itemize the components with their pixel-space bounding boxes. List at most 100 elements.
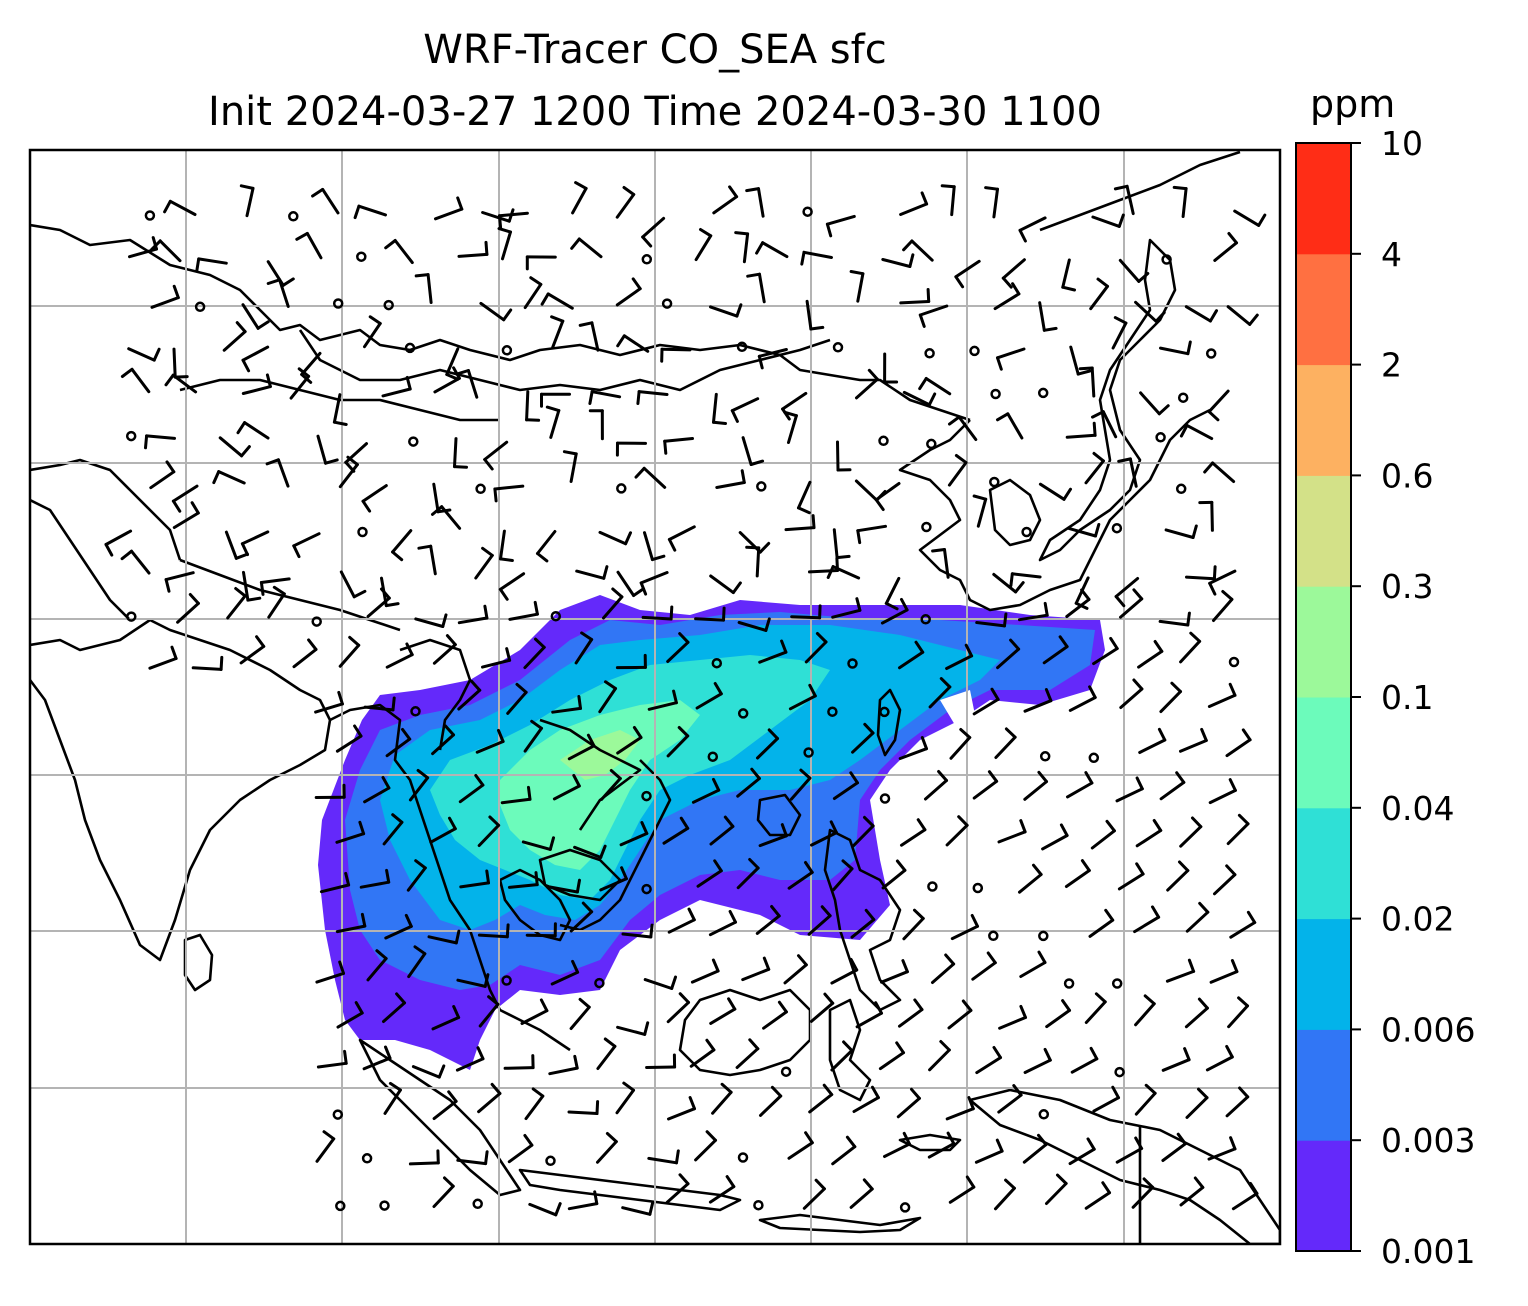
wind-calm-circle — [802, 206, 813, 217]
wind-barb — [520, 998, 549, 1025]
wind-barb — [385, 642, 414, 669]
wind-calm-circle — [616, 483, 627, 494]
wind-barb — [984, 186, 999, 219]
wind-barb — [741, 956, 771, 982]
wind-calm-circle — [1111, 522, 1123, 534]
colorbar-segment — [1296, 697, 1351, 809]
wind-barb — [615, 277, 642, 307]
colorbar-segment — [1296, 1029, 1351, 1141]
coastline-sri-lanka — [183, 933, 214, 992]
wind-barb — [810, 820, 838, 847]
wind-barb — [1023, 770, 1048, 801]
wind-calm-circle — [988, 930, 999, 942]
wind-barb — [314, 690, 344, 714]
wind-barb — [645, 1053, 677, 1069]
wind-barb — [1068, 1137, 1096, 1166]
wind-barb — [104, 529, 133, 557]
wind-barb — [562, 450, 578, 483]
border-west — [30, 498, 131, 621]
wind-barb — [1045, 999, 1071, 1029]
wind-barb — [241, 373, 272, 395]
wind-calm-circle — [1155, 432, 1166, 443]
wind-calm-circle — [1177, 392, 1189, 403]
wind-calm-circle — [847, 658, 858, 669]
wind-barb — [1161, 1047, 1191, 1072]
wind-barb — [353, 204, 387, 220]
wind-barb — [931, 953, 956, 984]
wind-barb — [148, 645, 178, 670]
wind-barb — [1065, 421, 1097, 439]
wind-barb — [1061, 258, 1076, 292]
wind-barb — [975, 612, 1008, 628]
colorbar-tick-label: 0.6 — [1381, 456, 1433, 495]
colorbar-segment — [1296, 1140, 1351, 1252]
wind-barb — [615, 186, 636, 219]
wind-barb — [414, 613, 448, 628]
wind-barb — [948, 1175, 976, 1204]
colorbar-segment — [1296, 253, 1351, 366]
wind-barb — [507, 871, 539, 889]
wind-barb — [363, 315, 382, 349]
coastline-japan — [1038, 238, 1177, 562]
coastline-asia-north — [30, 223, 971, 422]
wind-barb — [540, 292, 574, 310]
wind-barb — [267, 585, 286, 619]
wind-barb — [523, 276, 543, 310]
wind-calm-circle — [545, 1155, 556, 1167]
wind-barb — [850, 908, 876, 939]
wind-barb — [852, 1085, 880, 1113]
wind-calm-circle — [379, 1200, 390, 1211]
wind-calm-circle — [404, 342, 416, 354]
wind-barb — [528, 1202, 562, 1217]
wind-barb — [883, 352, 899, 384]
wind-calm-circle — [969, 345, 980, 357]
wind-barb — [335, 820, 366, 844]
wind-barb — [292, 638, 318, 669]
coastline-hainan — [756, 793, 802, 837]
wind-calm-circle — [361, 1153, 373, 1164]
colorbar-tick-label: 0.006 — [1381, 1010, 1475, 1049]
colorbar-segment — [1296, 475, 1351, 587]
wind-barb — [1179, 631, 1202, 664]
wind-barb — [578, 321, 600, 352]
wind-barb — [366, 587, 391, 618]
wind-barb — [805, 299, 825, 331]
wind-barb — [881, 253, 915, 268]
wind-barb — [1131, 1177, 1155, 1209]
colorbar-tick-label: 0.3 — [1381, 567, 1433, 606]
wind-barb — [408, 768, 430, 802]
colorbar-segment — [1296, 364, 1351, 476]
wind-barb — [573, 844, 607, 859]
wind-barb — [596, 1132, 618, 1164]
wind-barb — [503, 1054, 535, 1070]
wind-barb — [164, 373, 198, 394]
wind-barb — [478, 995, 500, 1028]
wind-barb — [332, 393, 348, 426]
colorbar-tick-label: 2 — [1381, 346, 1402, 385]
wind-calm-circle — [737, 1152, 749, 1163]
wind-calm-circle — [899, 1202, 911, 1213]
wind-barb — [570, 237, 603, 259]
colorbar-tick-label: 10 — [1381, 124, 1423, 163]
wind-barb — [712, 185, 739, 215]
wind-barb — [382, 813, 404, 846]
wind-barb — [289, 367, 311, 400]
wind-barb — [758, 823, 788, 848]
wind-barb — [1139, 391, 1170, 416]
wind-calm-circle — [641, 254, 653, 265]
wind-barb — [998, 1004, 1027, 1030]
wind-barb — [711, 1082, 733, 1115]
wind-barb — [709, 303, 743, 318]
wind-barb — [548, 878, 581, 894]
coastline-philippines — [823, 828, 902, 1012]
wind-barb — [745, 187, 765, 218]
wind-calm-circle — [736, 341, 748, 353]
wind-barb — [1164, 524, 1198, 539]
wind-barb — [745, 545, 761, 578]
wind-barb — [1159, 681, 1182, 714]
wind-barb — [1203, 461, 1236, 483]
wind-barb — [406, 859, 427, 892]
wind-calm-circle — [1228, 656, 1240, 668]
wind-barb — [898, 640, 925, 670]
colorbar-segment — [1296, 586, 1351, 698]
